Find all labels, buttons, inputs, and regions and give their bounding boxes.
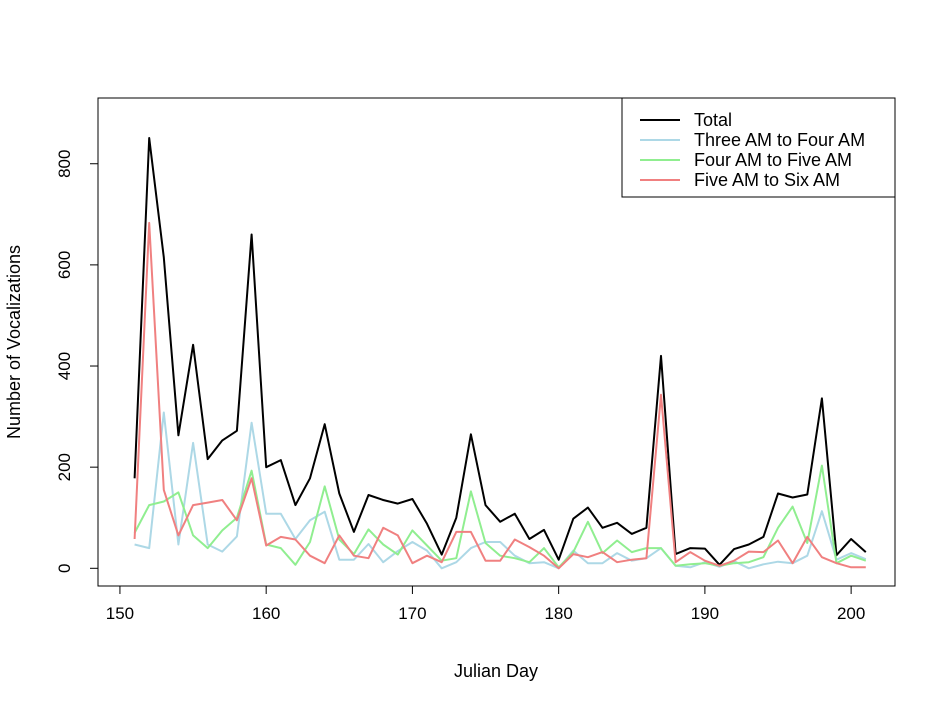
legend-label-0: Total [694,110,732,130]
x-axis: 150 160 170 180 190 200 [106,585,865,623]
x-axis-title: Julian Day [454,661,538,681]
x-tick-label: 150 [106,604,134,623]
y-tick-label: 200 [55,453,74,481]
series-layer [133,137,867,570]
x-tick-label: 190 [691,604,719,623]
x-tick-label: 200 [837,604,865,623]
y-axis: 0 200 400 600 800 [55,150,99,573]
series-line-2 [133,464,867,569]
y-tick-label: 400 [55,352,74,380]
x-tick-label: 180 [544,604,572,623]
y-tick-label: 600 [55,251,74,279]
x-tick-label: 160 [252,604,280,623]
y-tick-label: 800 [55,150,74,178]
x-tick-label: 170 [398,604,426,623]
series-line-0 [133,137,867,566]
legend-label-2: Four AM to Five AM [694,150,852,170]
y-axis-title: Number of Vocalizations [4,245,24,439]
legend-label-1: Three AM to Four AM [694,130,865,150]
y-tick-label: 0 [55,564,74,573]
series-line-3 [133,221,866,570]
series-line-1 [134,411,867,570]
legend-label-3: Five AM to Six AM [694,170,840,190]
